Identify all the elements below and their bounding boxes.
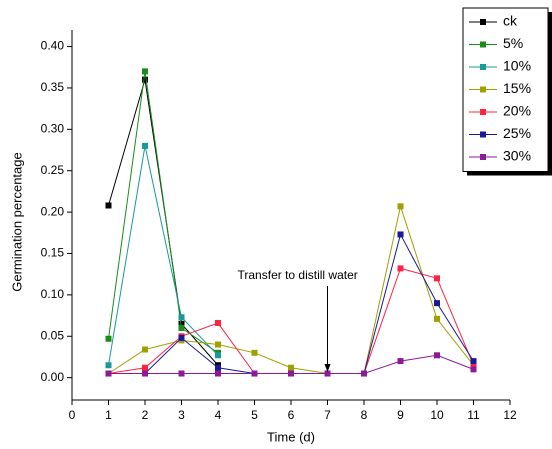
- y-tick-label: 0.40: [41, 39, 65, 53]
- series-line: [108, 145, 219, 366]
- data-point: [105, 370, 112, 377]
- data-point: [215, 364, 221, 371]
- x-tick-label: 3: [178, 408, 185, 422]
- data-point: [434, 352, 440, 359]
- data-point: [215, 341, 221, 348]
- legend-marker: [480, 41, 486, 48]
- data-point: [178, 320, 185, 327]
- data-point: [142, 68, 148, 75]
- data-point: [251, 370, 258, 377]
- x-tick-label: 2: [142, 408, 149, 422]
- y-axis-label: Germination percentage: [9, 152, 24, 291]
- data-point: [142, 142, 148, 149]
- legend-label: ck: [503, 13, 518, 29]
- x-tick-label: 6: [288, 408, 295, 422]
- x-tick-label: 0: [69, 408, 76, 422]
- x-tick-label: 7: [324, 408, 331, 422]
- data-point: [397, 231, 404, 238]
- y-tick-label: 0.25: [41, 163, 65, 177]
- legend-label: 20%: [503, 103, 531, 119]
- data-point: [142, 364, 148, 371]
- x-tick-label: 8: [361, 408, 368, 422]
- data-point: [251, 349, 258, 356]
- data-point: [105, 202, 112, 209]
- legend-marker: [480, 131, 486, 138]
- legend-marker: [480, 109, 486, 115]
- legend-marker: [480, 154, 486, 160]
- x-tick-label: 4: [215, 408, 222, 422]
- series-line: [108, 71, 219, 354]
- data-point: [397, 265, 404, 272]
- data-point: [361, 370, 367, 377]
- data-point: [178, 324, 185, 331]
- legend-label: 15%: [503, 80, 531, 96]
- y-tick-label: 0.00: [41, 370, 65, 384]
- data-point: [105, 335, 112, 342]
- x-tick-label: 1: [105, 408, 112, 422]
- data-point: [142, 370, 148, 377]
- y-tick-label: 0.10: [41, 287, 65, 301]
- x-tick-label: 9: [397, 408, 404, 422]
- data-point: [215, 370, 221, 377]
- data-point: [434, 275, 440, 282]
- annotation-arrowhead: [324, 364, 331, 372]
- data-point: [142, 346, 148, 353]
- annotation: Transfer to distill water: [238, 268, 358, 282]
- data-point: [470, 358, 477, 365]
- legend-label: 10%: [503, 58, 531, 74]
- data-point: [105, 362, 112, 369]
- legend-label: 5%: [503, 35, 523, 51]
- data-point: [142, 76, 148, 83]
- data-point: [470, 366, 477, 373]
- data-point: [178, 334, 185, 341]
- data-point: [324, 370, 331, 377]
- data-point: [215, 320, 221, 327]
- legend-marker: [480, 86, 486, 93]
- x-tick-label: 12: [503, 408, 517, 422]
- series-line: [108, 233, 474, 375]
- data-point: [434, 315, 440, 322]
- x-tick-label: 11: [467, 408, 480, 422]
- data-point: [434, 300, 440, 307]
- x-tick-label: 10: [430, 408, 444, 422]
- data-point: [288, 370, 294, 377]
- data-point: [397, 203, 404, 210]
- data-point: [178, 370, 185, 377]
- legend-label: 30%: [503, 148, 531, 164]
- y-tick-label: 0.35: [41, 80, 65, 94]
- data-point: [288, 364, 294, 371]
- data-point: [470, 362, 477, 369]
- y-tick-label: 0.15: [41, 246, 65, 260]
- data-point: [397, 358, 404, 365]
- legend-marker: [480, 19, 486, 25]
- legend: ck 5% 10% 15% 20% 25% 30%: [462, 7, 552, 176]
- data-point: [178, 314, 185, 321]
- y-tick-label: 0.30: [41, 122, 65, 136]
- series-line: [108, 79, 219, 366]
- legend-label: 25%: [503, 125, 531, 141]
- data-point: [215, 352, 221, 359]
- x-axis-label: Time (d): [267, 429, 315, 444]
- y-tick-label: 0.20: [41, 204, 65, 218]
- y-tick-label: 0.05: [41, 328, 65, 342]
- x-tick-label: 5: [251, 408, 258, 422]
- legend-marker: [480, 64, 486, 70]
